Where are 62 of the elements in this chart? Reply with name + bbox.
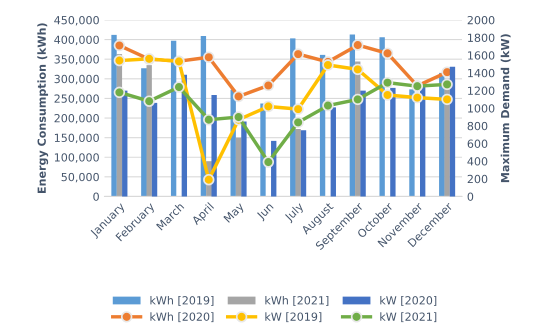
- y-tick-label: 300,000: [54, 74, 99, 84]
- point: [203, 174, 214, 186]
- y-tick-label: 0: [93, 192, 99, 201]
- y2-tick-label: 0: [468, 192, 474, 201]
- point: [262, 100, 274, 112]
- y2-tick-label: 600: [468, 140, 488, 148]
- bar: [330, 107, 336, 196]
- y-tick-label: 100,000: [54, 153, 99, 163]
- y2-tick-label: 1200: [468, 86, 494, 95]
- point: [352, 64, 364, 76]
- point: [232, 90, 244, 102]
- point: [232, 111, 244, 123]
- y2-tick-label: 800: [468, 122, 488, 130]
- point: [114, 40, 126, 52]
- y-tick-label: 200,000: [54, 114, 99, 124]
- point: [412, 92, 424, 104]
- legend-label: kWh [2020]: [150, 312, 214, 322]
- y2-tick-label: 1400: [468, 68, 494, 78]
- y2-tick-label: 1600: [468, 51, 494, 60]
- point: [382, 89, 394, 101]
- y-tick-label: 400,000: [54, 36, 99, 46]
- point: [322, 59, 334, 71]
- point: [441, 94, 453, 106]
- point: [382, 48, 394, 60]
- y2-axis-title: Maximum Demand (kW): [500, 34, 511, 182]
- y2-tick-label: 1800: [468, 34, 494, 42]
- y2-tick-label: 400: [467, 157, 488, 166]
- point: [203, 52, 214, 63]
- y-tick-label: 50,000: [62, 172, 99, 182]
- y2-tick-label: 1000: [468, 104, 494, 113]
- y-tick-label: 250,000: [54, 94, 99, 104]
- legend-label: kWh [2021]: [265, 296, 328, 306]
- x-tick-label: Jun: [256, 202, 276, 222]
- legend-label: kW [2021]: [380, 312, 436, 322]
- point: [262, 80, 274, 92]
- legend-label: kWh [2019]: [150, 296, 214, 306]
- point: [262, 156, 274, 168]
- point: [382, 76, 394, 88]
- point: [143, 95, 155, 107]
- y-tick-label: 350,000: [54, 55, 99, 65]
- point: [352, 39, 364, 51]
- point: [352, 94, 364, 106]
- point: [292, 48, 304, 60]
- legend-label: kW [2020]: [380, 296, 436, 306]
- point: [322, 100, 334, 112]
- point: [114, 86, 126, 98]
- point: [173, 81, 185, 93]
- legend-label: kW [2019]: [265, 312, 322, 322]
- y2-tick-label: 2000: [468, 16, 494, 24]
- point: [203, 114, 214, 126]
- point: [114, 54, 126, 66]
- bar: [390, 88, 396, 196]
- y-tick-label: 150,000: [54, 134, 99, 144]
- y-axis-title: Energy Consumption (kWh): [37, 23, 48, 193]
- bar: [170, 40, 176, 196]
- point: [292, 116, 304, 128]
- y-tick-label: 450,000: [54, 16, 99, 26]
- y2-tick-label: 200: [468, 174, 488, 184]
- point: [292, 103, 304, 115]
- bar: [141, 68, 147, 196]
- point: [441, 78, 453, 90]
- bar: [420, 86, 426, 196]
